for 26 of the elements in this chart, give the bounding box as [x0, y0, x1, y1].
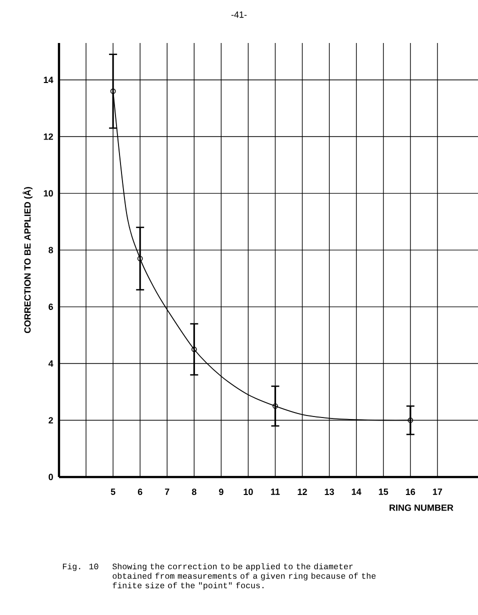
x-tick-label: 13: [324, 488, 334, 496]
y-axis-title: CORRECTION TO BE APPLIED (Å): [22, 187, 32, 334]
text: Showing the correction to be applied to the diameter obtained from measurements of a given ring because of the finite size of the "point" focus.: [112, 563, 376, 590]
x-tick-label: 9: [219, 488, 224, 496]
y-tick-label: 0: [48, 474, 53, 480]
y-tick-label: 2: [48, 417, 53, 424]
x-tick-label: 15: [378, 488, 388, 495]
x-tick-label: 6: [138, 488, 142, 496]
x-tick-label: 17: [433, 488, 442, 495]
x-tick-label: 11: [271, 488, 280, 495]
x-tick-label: 5: [110, 488, 116, 495]
y-tick-label: 12: [44, 133, 53, 140]
caption: Fig. 10: [62, 563, 98, 571]
x-tick-label: 14: [352, 488, 362, 495]
x-tick-label: 8: [192, 488, 196, 496]
y-tick-label: 14: [44, 76, 54, 83]
x-tick-label: 10: [244, 488, 253, 496]
x-tick-label: 12: [298, 488, 307, 495]
x-tick-label: 7: [165, 488, 170, 495]
y-tick-label: 4: [48, 360, 54, 367]
y-tick-label: 8: [48, 246, 54, 254]
x-tick-label: 16: [406, 488, 416, 496]
y-tick-label: 10: [44, 190, 53, 197]
y-tick-label: 6: [48, 304, 53, 310]
text: -41-: [231, 12, 247, 18]
x-axis-title: RING NUMBER: [390, 504, 454, 511]
